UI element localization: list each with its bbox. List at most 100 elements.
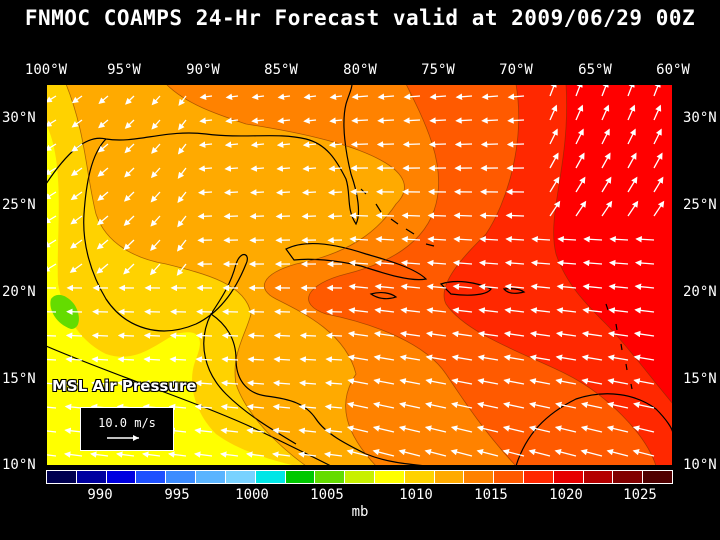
wind-vector-arrow [426,307,447,314]
colorbar-swatch [47,471,77,483]
wind-vector-arrow [91,332,109,339]
colorbar-swatch [494,471,524,483]
wind-vector-arrow [251,93,265,100]
wind-vector-arrow [303,93,317,100]
colorbar-swatch [166,471,197,483]
wind-vector-arrow [298,451,317,458]
wind-vector-arrow [221,379,239,387]
wind-vector-arrow [69,263,83,273]
wind-vector-arrow [502,448,525,457]
colorbar-swatch [643,471,673,483]
colorbar-unit: mb [351,504,369,520]
pressure-map [46,84,673,466]
wind-vector-arrow [325,379,343,387]
wind-vector-arrow [450,448,473,457]
wind-vector-arrow [347,378,369,385]
wind-vector-arrow [373,401,395,409]
wind-vector-arrow [481,117,499,124]
wind-vector-arrow [529,354,551,361]
wind-vector-arrow [575,152,585,169]
wind-vector-arrow [142,451,161,458]
wind-vector-arrow [627,176,638,193]
wind-vector-arrow [117,332,135,339]
wind-vector-arrow [554,448,577,457]
colorbar-tick-label: 1020 [549,487,583,503]
wind-vector-arrow [176,263,187,276]
wind-vector-arrow [302,165,317,172]
wind-vector-arrow [195,379,213,387]
wind-vector-arrow [349,236,369,243]
wind-vector-arrow [375,212,395,219]
wind-vector-arrow [556,259,577,267]
wind-vector-arrow [272,427,291,434]
wind-vector-arrow [350,141,369,148]
wind-vector-arrow [347,330,369,338]
wind-vector-arrow [529,378,551,385]
wind-vector-arrow [71,119,83,128]
wind-vector-arrow [178,119,187,131]
wind-vector-arrow [299,356,317,363]
wind-vector-arrow [46,95,57,103]
wind-vector-arrow [575,128,584,145]
wind-vector-arrow [478,283,499,290]
wind-vector-arrow [557,236,577,243]
wind-vector-arrow [607,401,629,409]
wind-vector-arrow [555,378,577,385]
wind-vector-arrow [506,141,525,148]
wind-vector-arrow [477,354,499,361]
lat-label-left: 25°N [2,197,36,213]
wind-vector-arrow [504,259,525,267]
wind-vector-arrow [124,119,135,129]
wind-vector-arrow [653,200,665,217]
colorbar-swatch [434,471,465,483]
wind-vector-arrow [90,451,109,458]
lon-label: 75°W [421,62,455,78]
wind-vector-arrow [454,141,473,148]
wind-vector-arrow [608,307,629,314]
wind-vector-arrow [198,141,213,148]
wind-vector-arrow [399,378,421,385]
wind-vector-arrow [70,167,83,176]
wind-vector-arrow [398,425,421,433]
wind-vector-arrow [143,332,161,339]
wind-vector-arrow [399,354,421,361]
wind-vector-arrow [503,401,525,409]
wind-vector-arrow [608,283,629,290]
wind-vector-arrow [97,191,109,201]
wind-vector-arrow [246,451,265,458]
wind-vector-arrow [452,259,473,267]
wind-vector-arrow [324,403,343,411]
wind-vector-arrow [504,307,525,314]
wind-vector-arrow [425,401,447,409]
wind-vector-arrow [124,143,135,154]
wind-vector-arrow [70,215,83,225]
wind-vector-arrow [530,283,551,290]
wind-vector-arrow [633,378,655,385]
wind-vector-arrow [549,200,561,217]
wind-vector-arrow [97,167,109,177]
wind-vector-arrow [372,448,395,457]
wind-vector-arrow [479,212,499,219]
wind-vector-arrow [531,236,551,243]
wind-vector-arrow [554,425,577,433]
wind-vector-arrow [151,143,161,154]
vector-scale-box: 10.0 m/s [80,407,174,451]
wind-vector-arrow [249,213,265,220]
wind-vector-arrow [478,259,499,267]
wind-vector-arrow [530,259,551,267]
colorbar-swatch [196,471,226,483]
wind-vector-arrow [123,215,135,227]
wind-vector-arrow [199,93,213,100]
wind-vector-arrow [424,425,447,433]
wind-vector-arrow [224,189,239,196]
wind-vector-arrow [199,117,213,124]
wind-vector-arrow [225,117,239,124]
vector-scale-label: 10.0 m/s [98,416,156,430]
wind-vector-arrow [377,117,395,124]
wind-vector-arrow [65,379,83,387]
lesser-antilles [605,303,633,390]
wind-vector-arrow [349,212,369,219]
colorbar-swatch [225,471,256,483]
wind-vector-arrow [424,448,447,457]
wind-vector-arrow [373,354,395,361]
